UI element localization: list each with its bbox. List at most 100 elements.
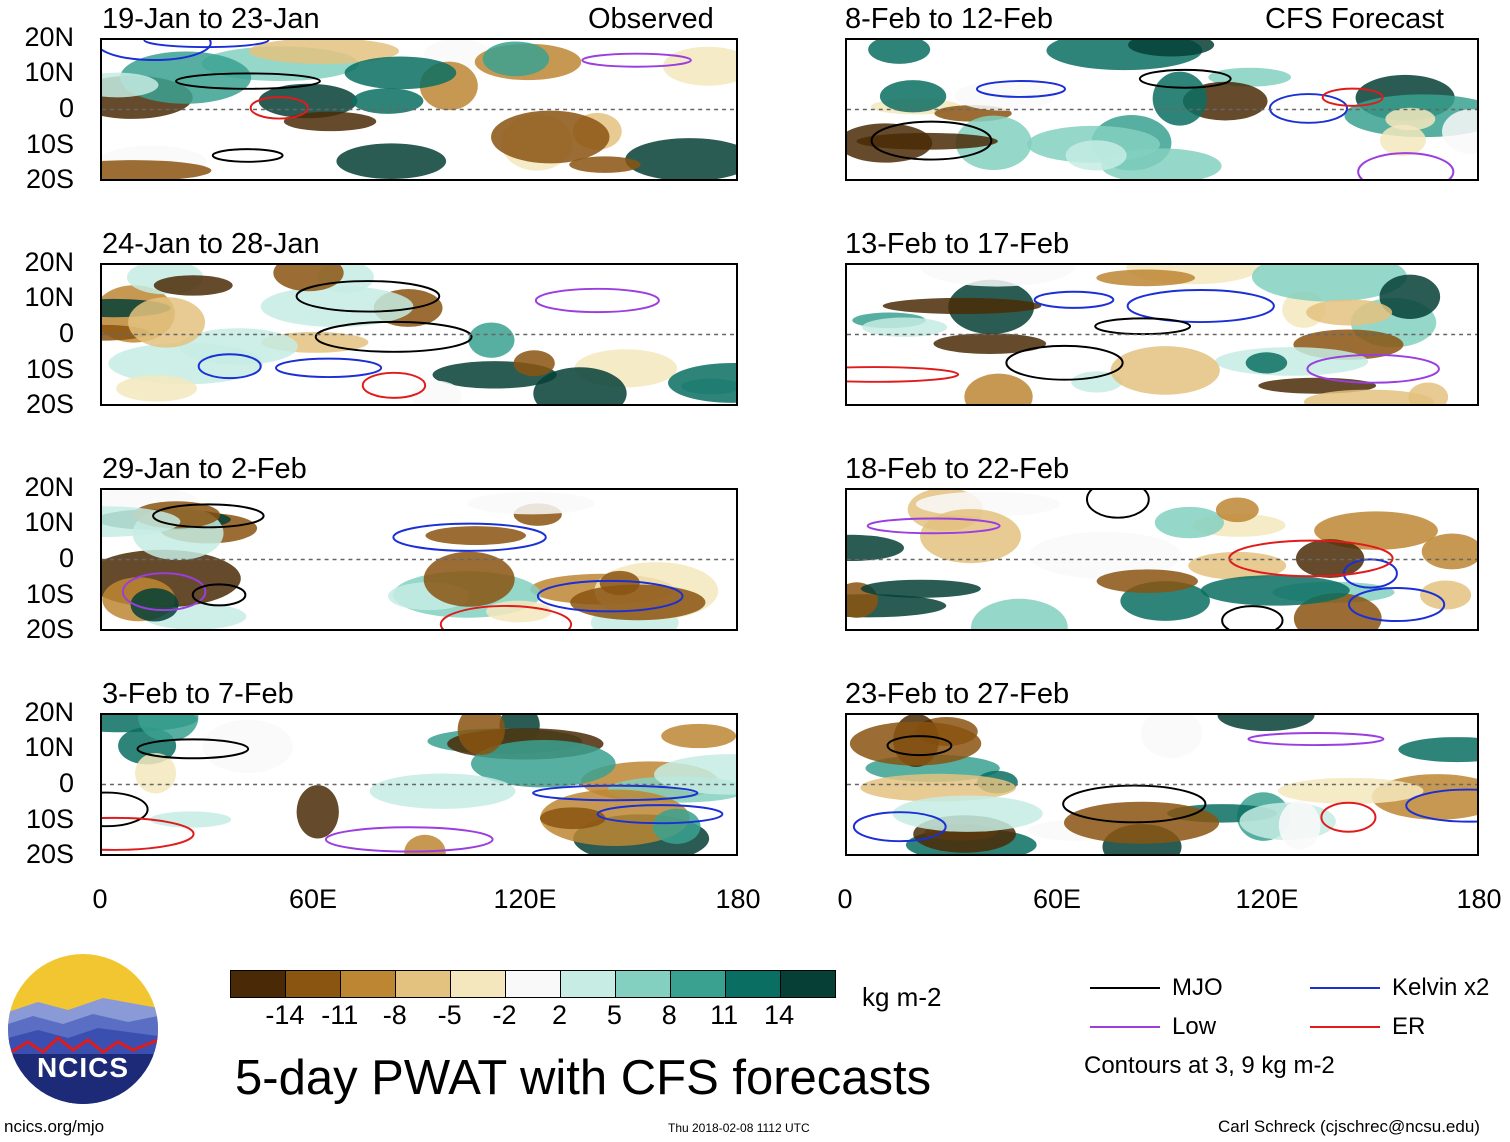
x-tick-label: 60E (288, 884, 338, 914)
anomaly-region (1128, 40, 1215, 57)
anomaly-region (116, 375, 198, 402)
wave-contour (439, 604, 573, 629)
y-tick-label: 20S (25, 839, 74, 869)
anomaly-region (1380, 124, 1426, 156)
anomaly-region (138, 715, 199, 742)
y-tick-label: 10S (25, 129, 74, 159)
panel-title: 8-Feb to 12-Feb (845, 3, 1053, 35)
wave-contour (870, 120, 993, 161)
colorbar-swatch (726, 971, 781, 997)
legend-kelvin-label: Kelvin x2 (1392, 974, 1490, 1001)
y-tick-label: 20S (25, 164, 74, 194)
wave-contour (536, 579, 684, 613)
anomaly-region (919, 265, 1076, 287)
anomaly-region (1295, 539, 1365, 578)
wave-contour (152, 503, 265, 529)
footer-author: Carl Schreck (cjschrec@ncsu.edu) (1218, 1117, 1480, 1136)
y-tick-label: 0 (58, 543, 74, 573)
anomaly-region (933, 333, 1047, 354)
colorbar-swatch (451, 971, 506, 997)
wave-contour (532, 784, 699, 802)
anomaly-region (862, 317, 948, 337)
anomaly-region (260, 285, 414, 328)
wave-contour (102, 816, 195, 851)
x-tick-label: 60E (1032, 884, 1082, 914)
logo-text: NCICS (36, 1052, 130, 1083)
map-panel-1 (100, 38, 738, 181)
anomaly-region (134, 753, 177, 794)
y-tick-label: 20N (24, 697, 74, 727)
colorbar-tick-label: -8 (382, 1000, 407, 1030)
anomaly-region (971, 598, 1068, 629)
x-tick-label: 120E (1235, 884, 1299, 914)
wave-contour (1062, 784, 1207, 824)
anomaly-region (336, 143, 447, 179)
anomaly-region (1442, 109, 1477, 154)
anomaly-region (1303, 389, 1435, 404)
y-tick-label: 10N (24, 507, 74, 537)
wave-contour (1348, 587, 1446, 623)
anomaly-region (153, 275, 233, 296)
colorbar-swatch (341, 971, 396, 997)
y-tick-label: 10N (24, 57, 74, 87)
anomaly-region (569, 156, 641, 173)
anomaly-region (1398, 737, 1477, 763)
wave-contour (847, 366, 960, 383)
wave-contour (249, 96, 309, 120)
y-tick-label: 10S (25, 579, 74, 609)
y-tick-label: 0 (58, 768, 74, 798)
pwat-map (847, 490, 1477, 629)
wave-contour (1357, 152, 1455, 179)
anomaly-region (486, 600, 552, 623)
y-tick-label: 0 (58, 93, 74, 123)
panel-tag: CFS Forecast (1265, 3, 1444, 35)
legend-er-line (1310, 1026, 1380, 1028)
anomaly-region (570, 584, 706, 621)
anomaly-region (849, 721, 982, 766)
wave-contour (324, 826, 494, 853)
colorbar-swatch (561, 971, 616, 997)
wave-contour (1033, 290, 1115, 309)
anomaly-region (491, 110, 610, 164)
legend-low-line (1090, 1026, 1160, 1028)
anomaly-region (533, 367, 627, 404)
colorbar-unit: kg m-2 (862, 982, 942, 1012)
anomaly-region (652, 808, 701, 844)
anomaly-region (1215, 497, 1259, 523)
wave-contour (1221, 605, 1284, 629)
colorbar-swatch (506, 971, 561, 997)
legend-mjo-line (1090, 987, 1160, 989)
wave-contour (1405, 788, 1477, 823)
wave-contour (361, 371, 427, 399)
panel-title: 3-Feb to 7-Feb (102, 678, 294, 710)
pwat-map (102, 490, 736, 629)
legend-er-label: ER (1392, 1013, 1426, 1040)
colorbar-tick-label: 11 (710, 1000, 739, 1030)
x-tick-label: 0 (92, 884, 108, 914)
wave-contour (1005, 344, 1124, 381)
anomaly-region (868, 40, 931, 64)
y-tick-label: 20N (24, 247, 74, 277)
wave-contour (866, 517, 1001, 535)
anomaly-region (540, 789, 690, 847)
anomaly-region (425, 526, 527, 546)
wave-contour (1342, 558, 1398, 589)
anomaly-region (879, 80, 947, 113)
legend-mjo-label: MJO (1172, 974, 1223, 1001)
anomaly-region (1306, 299, 1393, 326)
anomaly-region (1152, 71, 1207, 126)
anomaly-region (625, 138, 736, 179)
wave-contour (852, 811, 947, 843)
anomaly-region (1065, 140, 1127, 171)
anomaly-region (467, 492, 595, 515)
anomaly-region (423, 551, 515, 607)
wave-contour (1228, 539, 1394, 578)
anomaly-region (1379, 274, 1441, 319)
anomaly-region (892, 795, 1043, 832)
wave-contour (136, 738, 250, 760)
x-tick-label: 0 (837, 884, 853, 914)
wave-contour (121, 572, 207, 612)
y-tick-label: 20S (25, 389, 74, 419)
anomaly-region (283, 111, 377, 132)
anomaly-region (102, 506, 181, 537)
